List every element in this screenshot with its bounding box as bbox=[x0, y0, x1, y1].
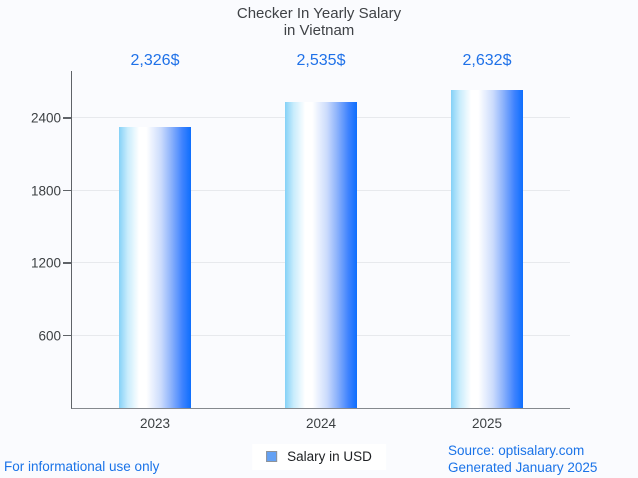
y-axis-tick-2400 bbox=[63, 117, 72, 119]
plot-area: 600 1200 1800 2400 2,326$ 2023 2,535$ 2024 2,632… bbox=[31, 52, 570, 431]
y-axis-tick-label-600: 600 bbox=[38, 328, 61, 344]
generated-text: Generated January 2025 bbox=[448, 459, 598, 475]
legend: Salary in USD bbox=[252, 444, 386, 470]
legend-label: Salary in USD bbox=[287, 449, 372, 464]
y-axis-tick-1800 bbox=[63, 189, 72, 192]
bar-2024 bbox=[285, 101, 357, 408]
bar-value-label-2023: 2,326$ bbox=[130, 52, 180, 69]
disclaimer-text: For informational use only bbox=[4, 459, 160, 474]
chart-title: Checker In Yearly Salary in Vietnam bbox=[0, 5, 638, 39]
y-axis-tick-label-2400: 2400 bbox=[30, 110, 61, 126]
bar-value-label-2024: 2,535$ bbox=[296, 52, 346, 69]
source-text: Source: optisalary.com bbox=[448, 443, 585, 458]
y-axis-tick-1200 bbox=[63, 262, 72, 264]
bar-value-label-2025: 2,632$ bbox=[462, 52, 512, 69]
y-axis-tick-label-1800: 1800 bbox=[30, 183, 61, 199]
y-axis-tick-label-1200: 1200 bbox=[30, 255, 61, 271]
legend-marker-icon bbox=[266, 451, 278, 462]
y-axis-tick-600 bbox=[63, 334, 72, 337]
source-block: Source: optisalary.com Generated January… bbox=[448, 443, 597, 476]
x-axis-label-2023: 2023 bbox=[139, 416, 171, 431]
chart-title-line2: in Vietnam bbox=[283, 22, 355, 39]
x-axis-label-2025: 2025 bbox=[471, 416, 503, 431]
chart-title-line1: Checker In Yearly Salary bbox=[236, 5, 402, 22]
bar-2023 bbox=[119, 127, 191, 408]
x-axis-label-2024: 2024 bbox=[305, 416, 337, 431]
bar-2025 bbox=[451, 90, 523, 408]
